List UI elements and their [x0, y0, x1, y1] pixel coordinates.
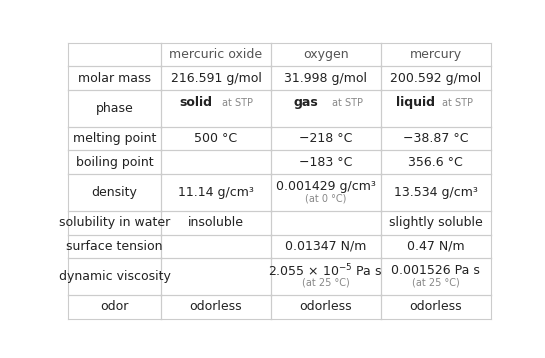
- Text: 356.6 °C: 356.6 °C: [408, 156, 463, 169]
- Text: odor: odor: [100, 300, 129, 314]
- Text: boiling point: boiling point: [76, 156, 153, 169]
- Text: −218 °C: −218 °C: [299, 132, 353, 145]
- Text: odorless: odorless: [299, 300, 352, 314]
- Text: slightly soluble: slightly soluble: [389, 216, 482, 229]
- Text: at STP: at STP: [332, 98, 363, 108]
- Text: molar mass: molar mass: [78, 72, 151, 84]
- Text: at STP: at STP: [442, 98, 473, 108]
- Text: −183 °C: −183 °C: [299, 156, 353, 169]
- Text: 216.591 g/mol: 216.591 g/mol: [171, 72, 262, 84]
- Text: (at 25 °C): (at 25 °C): [302, 278, 350, 288]
- Text: melting point: melting point: [73, 132, 156, 145]
- Text: 0.001429 g/cm³: 0.001429 g/cm³: [276, 180, 376, 193]
- Text: mercury: mercury: [409, 48, 462, 61]
- Text: 500 °C: 500 °C: [195, 132, 238, 145]
- Text: solid: solid: [180, 96, 213, 109]
- Text: 13.534 g/cm³: 13.534 g/cm³: [393, 186, 477, 199]
- Text: gas: gas: [294, 96, 318, 109]
- Text: 31.998 g/mol: 31.998 g/mol: [284, 72, 367, 84]
- Text: density: density: [92, 186, 137, 199]
- Text: odorless: odorless: [409, 300, 462, 314]
- Text: mercuric oxide: mercuric oxide: [169, 48, 263, 61]
- Text: insoluble: insoluble: [188, 216, 244, 229]
- Text: (at 25 °C): (at 25 °C): [411, 278, 459, 288]
- Text: surface tension: surface tension: [66, 240, 163, 253]
- Text: (at 0 °C): (at 0 °C): [305, 194, 347, 204]
- Text: phase: phase: [96, 102, 134, 115]
- Text: 0.001526 Pa s: 0.001526 Pa s: [391, 265, 480, 277]
- Text: liquid: liquid: [396, 96, 435, 109]
- Text: odorless: odorless: [190, 300, 243, 314]
- Text: oxygen: oxygen: [303, 48, 349, 61]
- Text: at STP: at STP: [222, 98, 253, 108]
- Text: solubility in water: solubility in water: [59, 216, 170, 229]
- Text: −38.87 °C: −38.87 °C: [403, 132, 468, 145]
- Text: 2.055 $\times$ 10$^{-5}$ Pa s: 2.055 $\times$ 10$^{-5}$ Pa s: [269, 263, 383, 279]
- Text: 11.14 g/cm³: 11.14 g/cm³: [178, 186, 254, 199]
- Text: 200.592 g/mol: 200.592 g/mol: [390, 72, 481, 84]
- Text: 0.47 N/m: 0.47 N/m: [407, 240, 464, 253]
- Text: dynamic viscosity: dynamic viscosity: [59, 270, 171, 283]
- Text: 0.01347 N/m: 0.01347 N/m: [285, 240, 366, 253]
